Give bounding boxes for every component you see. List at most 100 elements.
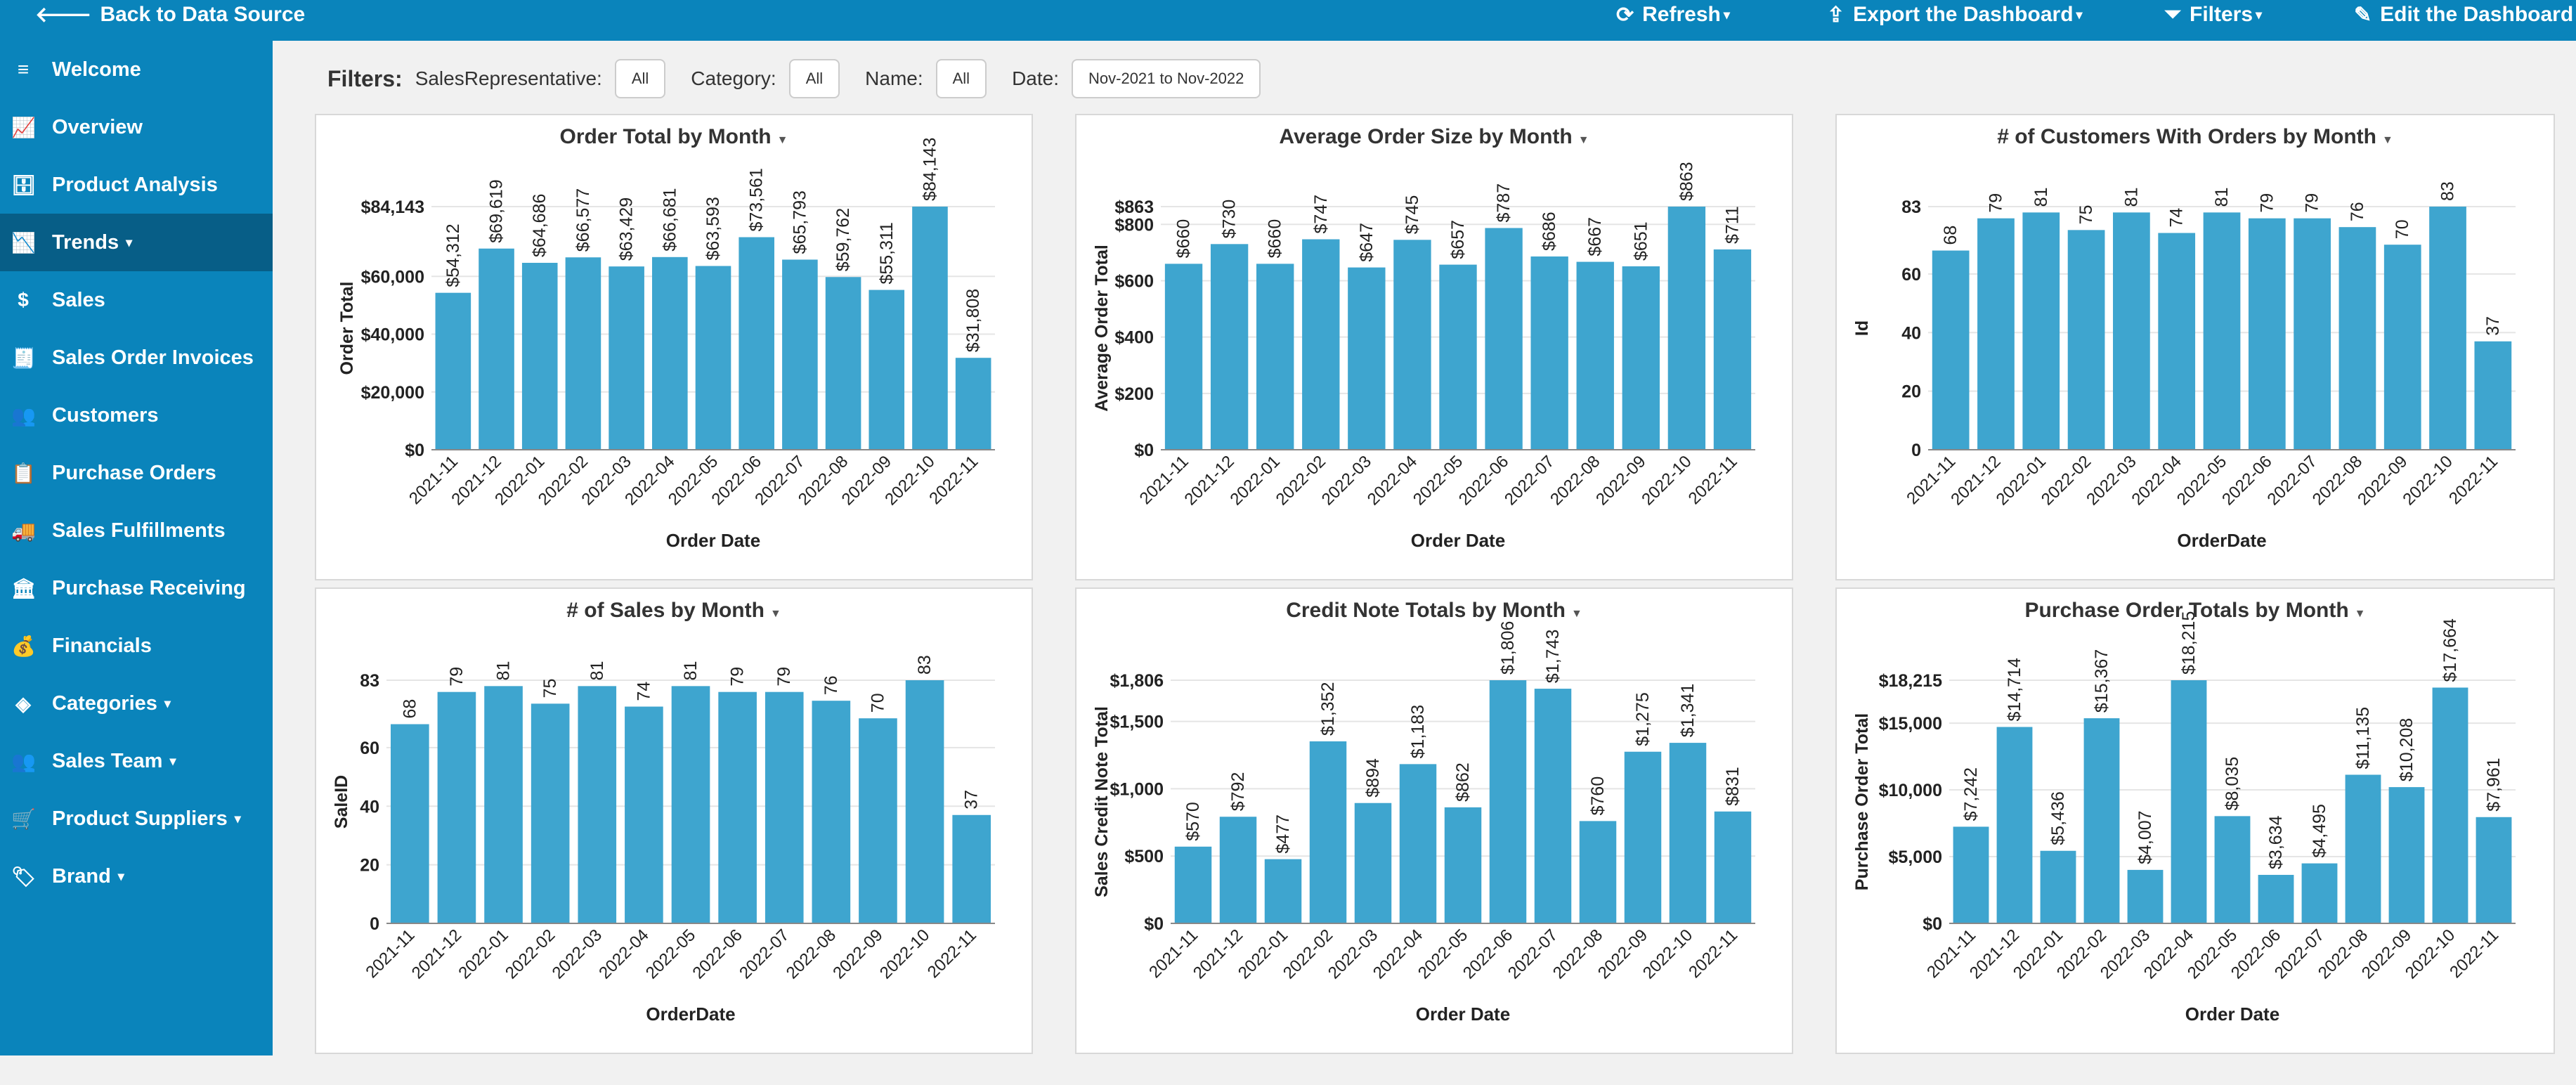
sidebar-item-customers[interactable]: 👥 Customers — [0, 386, 273, 444]
bar-chart: 020406083682021-11792021-12812022-017520… — [332, 655, 995, 1025]
edit-label: Edit the Dashboard — [2380, 3, 2574, 26]
chart-title-dropdown[interactable]: Credit Note Totals by Month ▼ — [1076, 599, 1792, 623]
edit-dashboard-button[interactable]: ✎ Edit the Dashboard — [2354, 0, 2573, 30]
sidebar-item-sales-order-invoices[interactable]: 🧾 Sales Order Invoices — [0, 329, 273, 386]
data-label: $660 — [1266, 219, 1285, 259]
sidebar-item-product-suppliers[interactable]: 🛒 Product Suppliers ▾ — [0, 790, 273, 847]
y-axis-title: Id — [1852, 320, 1872, 336]
data-label: 83 — [915, 655, 935, 675]
refresh-button[interactable]: ⟳ Refresh ▾ — [1616, 0, 1730, 30]
bar — [1444, 807, 1482, 923]
sidebar-item-label: Trends — [52, 230, 119, 254]
sidebar-item-overview[interactable]: 📈 Overview — [0, 98, 273, 156]
bar — [825, 277, 861, 450]
data-label: $63,593 — [703, 197, 723, 260]
data-label: 79 — [1986, 193, 2005, 213]
x-tick-label: 2022-10 — [1638, 452, 1695, 509]
data-label: 70 — [2393, 219, 2412, 239]
x-tick-label: 2021-11 — [1136, 452, 1192, 508]
invoice-icon: 🧾 — [11, 346, 36, 369]
sidebar-item-product-analysis[interactable]: 🗄 Product Analysis — [0, 156, 273, 214]
y-tick-label: $10,000 — [1879, 781, 1942, 800]
y-tick-label: $15,000 — [1879, 714, 1942, 734]
bar — [1576, 261, 1614, 450]
bar — [1399, 764, 1437, 923]
chart-title-dropdown[interactable]: # of Sales by Month ▼ — [316, 599, 1032, 623]
bar-chart: 020406083682021-11792021-12812022-017520… — [1852, 181, 2516, 551]
x-tick-label: 2022-08 — [1547, 452, 1604, 509]
bar — [1622, 266, 1660, 450]
sidebar-item-welcome[interactable]: ≡ Welcome — [0, 41, 273, 98]
x-tick-label: 2022-01 — [455, 925, 512, 982]
bar — [2432, 687, 2468, 923]
date-filter-label: Date: — [1012, 67, 1060, 89]
chart-title-dropdown[interactable]: # of Customers With Orders by Month ▼ — [1837, 125, 2554, 149]
data-label: $747 — [1311, 195, 1331, 234]
sidebar-item-trends[interactable]: 📉 Trends ▾ — [0, 214, 273, 271]
bar — [565, 257, 601, 450]
data-label: $477 — [1273, 814, 1293, 854]
data-label: $69,619 — [487, 179, 507, 242]
sidebar-item-purchase-receiving[interactable]: 🏛 Purchase Receiving — [0, 559, 273, 617]
bar — [2258, 874, 2294, 923]
filters-button[interactable]: ⏷ Filters ▾ — [2164, 0, 2262, 30]
data-label: $54,312 — [443, 223, 463, 287]
sidebar-item-sales-fulfillments[interactable]: 🚚 Sales Fulfillments — [0, 502, 273, 559]
data-label: 37 — [2483, 316, 2503, 336]
data-label: $792 — [1228, 772, 1248, 812]
bar — [609, 266, 644, 450]
sidebar-item-financials[interactable]: 💰 Financials — [0, 617, 273, 675]
line-chart-icon: 📈 — [11, 116, 36, 138]
name-filter[interactable]: All — [935, 59, 987, 98]
tags-icon: 🏷 — [11, 865, 37, 888]
x-tick-label: 2022-02 — [1280, 925, 1336, 982]
bar — [695, 266, 731, 450]
data-label: $1,183 — [1408, 705, 1428, 758]
sidebar-item-categories[interactable]: ◈ Categories ▾ — [0, 675, 273, 732]
sales-rep-filter[interactable]: All — [614, 59, 666, 98]
chevron-down-icon: ▾ — [169, 753, 176, 768]
bar — [1669, 743, 1707, 923]
y-tick-label: $863 — [1114, 197, 1154, 217]
area-chart-icon: 📉 — [11, 231, 36, 254]
bar — [479, 248, 514, 450]
y-tick-label: 0 — [370, 914, 379, 934]
date-filter[interactable]: Nov-2021 to Nov-2022 — [1072, 59, 1261, 98]
sidebar-item-purchase-orders[interactable]: 📋 Purchase Orders — [0, 444, 273, 502]
back-to-data-source-link[interactable]: 🡐 Back to Data Source — [35, 0, 305, 30]
x-tick-label: 2022-06 — [1455, 452, 1512, 509]
y-axis-title: Order Total — [337, 282, 357, 375]
bar — [1264, 859, 1302, 923]
export-dashboard-button[interactable]: ⇪ Export the Dashboard ▾ — [1827, 0, 2083, 30]
data-label: $745 — [1403, 195, 1422, 235]
data-label: $667 — [1585, 217, 1605, 256]
sidebar-item-brand[interactable]: 🏷 Brand ▾ — [0, 847, 273, 905]
sidebar-item-label: Sales — [52, 288, 105, 311]
data-label: $17,664 — [2440, 618, 2460, 682]
sidebar-item-sales[interactable]: $ Sales — [0, 271, 273, 329]
data-label: $730 — [1220, 200, 1240, 239]
chart-title-dropdown[interactable]: Purchase Order Totals by Month ▼ — [1837, 599, 2554, 623]
data-label: 37 — [962, 790, 982, 810]
data-label: 79 — [2257, 193, 2277, 213]
data-label: $862 — [1453, 762, 1473, 802]
data-label: $84,143 — [920, 138, 939, 201]
x-tick-label: 2022-05 — [1414, 925, 1471, 982]
bar — [390, 724, 429, 923]
data-label: 76 — [2348, 202, 2367, 221]
x-tick-label: 2022-08 — [2309, 452, 2366, 509]
data-label: $1,275 — [1633, 692, 1653, 746]
bar — [2301, 863, 2338, 923]
bar — [1174, 846, 1212, 923]
data-label: 75 — [540, 679, 560, 699]
x-tick-label: 2022-10 — [1639, 925, 1696, 982]
category-filter[interactable]: All — [788, 59, 840, 98]
chart-title-dropdown[interactable]: Average Order Size by Month ▼ — [1076, 125, 1792, 149]
y-tick-label: $1,000 — [1110, 779, 1164, 799]
chevron-down-icon: ▾ — [2256, 7, 2263, 22]
bar — [652, 256, 688, 450]
chart-title-dropdown[interactable]: Order Total by Month ▼ — [316, 125, 1032, 149]
y-tick-label: $60,000 — [361, 267, 424, 287]
sidebar-item-sales-team[interactable]: 👥 Sales Team ▾ — [0, 732, 273, 790]
bar — [765, 691, 804, 923]
